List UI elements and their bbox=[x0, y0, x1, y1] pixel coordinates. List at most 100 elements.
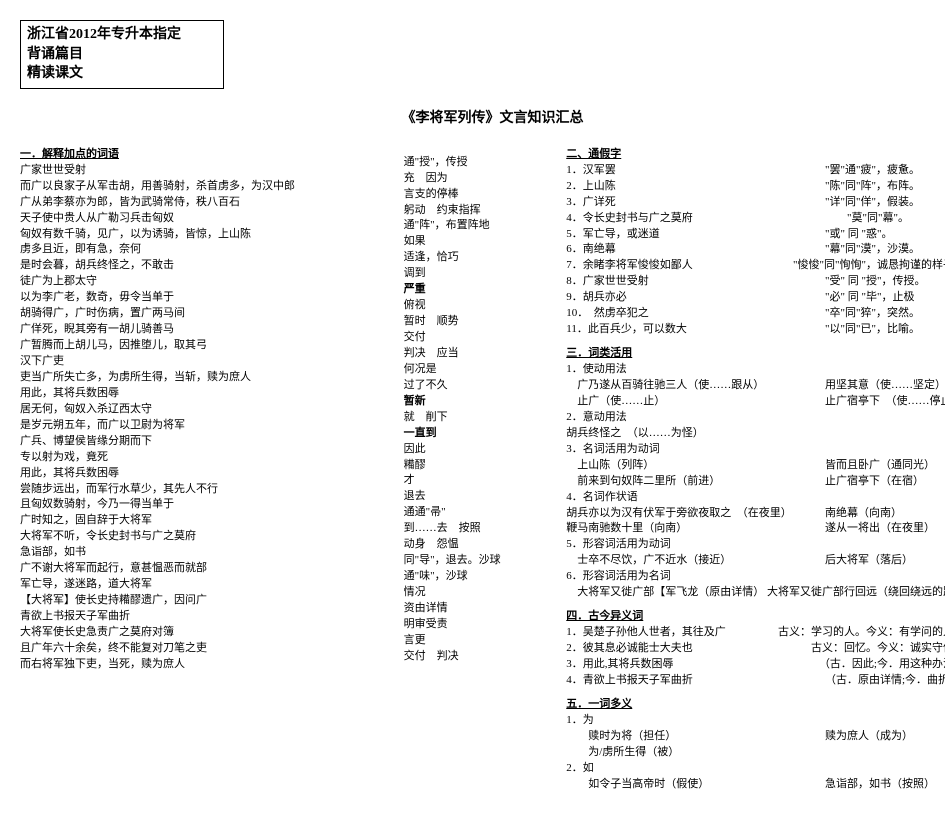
sec4-row: 4．青欲上书报天子军曲折（古．原由详情;今．曲折） bbox=[566, 673, 945, 689]
sec4-row: 1．吴楚子孙他人世者，其往及广古义：学习的人。今义：有学问的人。 bbox=[566, 625, 945, 641]
section-3-title: 三．词类活用 bbox=[566, 344, 945, 360]
left-line: 用此，其将兵数困辱 bbox=[20, 466, 374, 482]
left-line: 吏当广所失亡多，为虏所生得，当斩，赎为庶人 bbox=[20, 370, 374, 386]
mid-line: 如果 bbox=[404, 234, 537, 250]
sec3-4-row: 鞭马南驰数十里（向南）遂从一将出（在夜里） bbox=[566, 521, 945, 537]
header-line-2: 背诵篇目 bbox=[27, 45, 217, 65]
section-5-title: 五．一词多义 bbox=[566, 695, 945, 711]
mid-line: 言更 bbox=[404, 633, 537, 649]
sec3-6-row: 大将军又徙广部【军飞龙（原由详情） 大将军又徙广部行回远（绕回绕远的路） bbox=[566, 585, 945, 601]
left-line: 广不谢大将军而起行，意甚愠恶而就部 bbox=[20, 561, 374, 577]
left-line: 军亡导，遂迷路，道大将军 bbox=[20, 577, 374, 593]
left-line: 且广年六十余矣，终不能复对刀笔之吏 bbox=[20, 641, 374, 657]
left-line: 广时知之，固自辞于大将军 bbox=[20, 513, 374, 529]
mid-line: 才 bbox=[404, 473, 537, 489]
left-line: 尝随步远出，而军行水草少，其先人不行 bbox=[20, 482, 374, 498]
left-line: 大将军使长史急责广之莫府对簿 bbox=[20, 625, 374, 641]
left-line: 胡骑得广，广时伤病，置广两马间 bbox=[20, 306, 374, 322]
mid-line: 明审受责 bbox=[404, 617, 537, 633]
mid-line: 情况 bbox=[404, 585, 537, 601]
left-line: 居无何，匈奴入杀辽西太守 bbox=[20, 402, 374, 418]
mid-line: 通"味"，沙球 bbox=[404, 569, 537, 585]
sec2-row: 5．军亡导，或迷道"或" 同 "惑"。 bbox=[566, 227, 945, 243]
sec3-3-row: 上山陈（列阵）皆而且卧广（通同光） bbox=[566, 458, 945, 474]
left-line: 广佯死，睨其旁有一胡儿骑善马 bbox=[20, 322, 374, 338]
left-line: 而广以良家子从军击胡，用善骑射，杀首虏多，为汉中郎 bbox=[20, 179, 374, 195]
mid-line: 交付 判决 bbox=[404, 649, 537, 665]
sec3-5-title: 5．形容词活用为动词 bbox=[566, 537, 945, 553]
mid-line: 因此 bbox=[404, 442, 537, 458]
left-line: 专以射为戏，竟死 bbox=[20, 450, 374, 466]
mid-line: 何况是 bbox=[404, 362, 537, 378]
left-line: 是岁元朔五年，而广以卫尉为将军 bbox=[20, 418, 374, 434]
left-line: 汉下广吏 bbox=[20, 354, 374, 370]
mid-line: 严重 bbox=[404, 282, 537, 298]
mid-line: 过了不久 bbox=[404, 378, 537, 394]
mid-line: 交付 bbox=[404, 330, 537, 346]
mid-line: 躬动 约束指挥 bbox=[404, 203, 537, 219]
section-4-title: 四．古今异义词 bbox=[566, 607, 945, 623]
left-line: 匈奴有数千骑，见广，以为诱骑，皆惊，上山陈 bbox=[20, 227, 374, 243]
column-right: 二、通假字 1．汉军罢"罢"通"疲"，疲惫。 2．上山陈"陈"同"阵"，布阵。 … bbox=[566, 139, 945, 793]
left-line: 虏多且近，即有急，奈何 bbox=[20, 242, 374, 258]
sec3-2-line: 胡兵终怪之 （以……为怪） bbox=[566, 426, 945, 442]
column-mid: 通"授"，传授 充 因为 言支的停棒 躬动 约束指挥 通"阵"，布置阵地 如果 … bbox=[404, 139, 537, 793]
header-line-1: 浙江省2012年专升本指定 bbox=[27, 25, 217, 45]
sec3-1-row: 止广（使……止）止广宿亭下 （使……停止） bbox=[566, 394, 945, 410]
mid-line: 到……去 按照 bbox=[404, 521, 537, 537]
sec2-row: 1．汉军罢"罢"通"疲"，疲惫。 bbox=[566, 163, 945, 179]
left-line: 青欲上书报天子军曲折 bbox=[20, 609, 374, 625]
mid-line: 暂时 顺势 bbox=[404, 314, 537, 330]
left-line: 广兵、博望侯皆缘分期而下 bbox=[20, 434, 374, 450]
sec2-row: 4．令长史封书与广之莫府 "莫"同"幕"。 bbox=[566, 211, 945, 227]
mid-line: 通"授"，传授 bbox=[404, 155, 537, 171]
mid-line: 资由详情 bbox=[404, 601, 537, 617]
sec3-5-row: 士卒不尽饮，广不近水（接近）后大将军（落后） bbox=[566, 553, 945, 569]
mid-line: 调到 bbox=[404, 266, 537, 282]
left-line: 以为李广老，数奇，毋令当单于 bbox=[20, 290, 374, 306]
sec3-3-title: 3．名词活用为动词 bbox=[566, 442, 945, 458]
sec5-1-row: 赎时为将（担任）赎为庶人（成为） bbox=[566, 729, 945, 745]
sec4-row: 3．用此,其将兵数困辱（古．因此;今．用这种办法） bbox=[566, 657, 945, 673]
mid-line: 糒醪 bbox=[404, 458, 537, 474]
left-line: 广暂腾而上胡儿马，因推堕儿，取其弓 bbox=[20, 338, 374, 354]
sec3-1-row: 广乃遂从百骑往驰三人（使……跟从）用坚其意（使……坚定） bbox=[566, 378, 945, 394]
sec2-row: 9．胡兵亦必"必" 同 "毕"，止极 bbox=[566, 290, 945, 306]
mid-line: 同"导"，退去。沙球 bbox=[404, 553, 537, 569]
sec2-row: 10． 然虏卒犯之"卒"同"猝"，突然。 bbox=[566, 306, 945, 322]
left-line: 广从弟李蔡亦为郎，皆为武骑常侍，秩八百石 bbox=[20, 195, 374, 211]
sec2-row: 11．此百兵少，可以数大"以"同"已"，比喻。 bbox=[566, 322, 945, 338]
sec3-2-title: 2．意动用法 bbox=[566, 410, 945, 426]
mid-line: 通"阵"，布置阵地 bbox=[404, 218, 537, 234]
mid-line: 言支的停棒 bbox=[404, 187, 537, 203]
section-2-title: 二、通假字 bbox=[566, 145, 945, 161]
header-line-3: 精读课文 bbox=[27, 64, 217, 84]
left-line: 天子使中贵人从广勒习兵击匈奴 bbox=[20, 211, 374, 227]
sec5-2-title: 2．如 bbox=[566, 761, 945, 777]
left-line: 且匈奴数骑射，今乃一得当单于 bbox=[20, 497, 374, 513]
sec3-3-row: 前来到句奴阵二里所（前进）止广宿亭下（在宿） bbox=[566, 474, 945, 490]
sec2-row: 2．上山陈"陈"同"阵"，布阵。 bbox=[566, 179, 945, 195]
header-box: 浙江省2012年专升本指定 背诵篇目 精读课文 bbox=[20, 20, 224, 89]
sec2-row: 7．余睹李将军悛悛如鄙人"悛悛"同"恂恂"，诚恳拘谨的样子。 bbox=[566, 258, 945, 274]
left-line: 【大将军】使长史持糒醪遗广，因问广 bbox=[20, 593, 374, 609]
sec5-1-title: 1．为 bbox=[566, 713, 945, 729]
left-line: 广家世世受射 bbox=[20, 163, 374, 179]
mid-line: 暂新 bbox=[404, 394, 537, 410]
left-line: 而右将军独下吏，当死，赎为庶人 bbox=[20, 657, 374, 673]
mid-line: 动身 怨愠 bbox=[404, 537, 537, 553]
sec3-4-title: 4．名词作状语 bbox=[566, 490, 945, 506]
left-line: 徒广为上郡太守 bbox=[20, 274, 374, 290]
content-columns: 一．解释加点的词语 广家世世受射 而广以良家子从军击胡，用善骑射，杀首虏多，为汉… bbox=[20, 139, 945, 793]
sec2-row: 6．南绝幕"幕"同"漠"，沙漠。 bbox=[566, 242, 945, 258]
mid-line: 就 削下 bbox=[404, 410, 537, 426]
sec5-1-row: 为/虏所生得（被） bbox=[566, 745, 945, 761]
mid-line: 一直到 bbox=[404, 426, 537, 442]
mid-line: 退去 bbox=[404, 489, 537, 505]
sec2-row: 3．广详死"详"同"佯"，假装。 bbox=[566, 195, 945, 211]
sec3-1-title: 1．使动用法 bbox=[566, 362, 945, 378]
left-line: 大将军不听，令长史封书与广之莫府 bbox=[20, 529, 374, 545]
left-line: 急诣部，如书 bbox=[20, 545, 374, 561]
mid-line: 适逢，恰巧 bbox=[404, 250, 537, 266]
mid-line: 俯视 bbox=[404, 298, 537, 314]
